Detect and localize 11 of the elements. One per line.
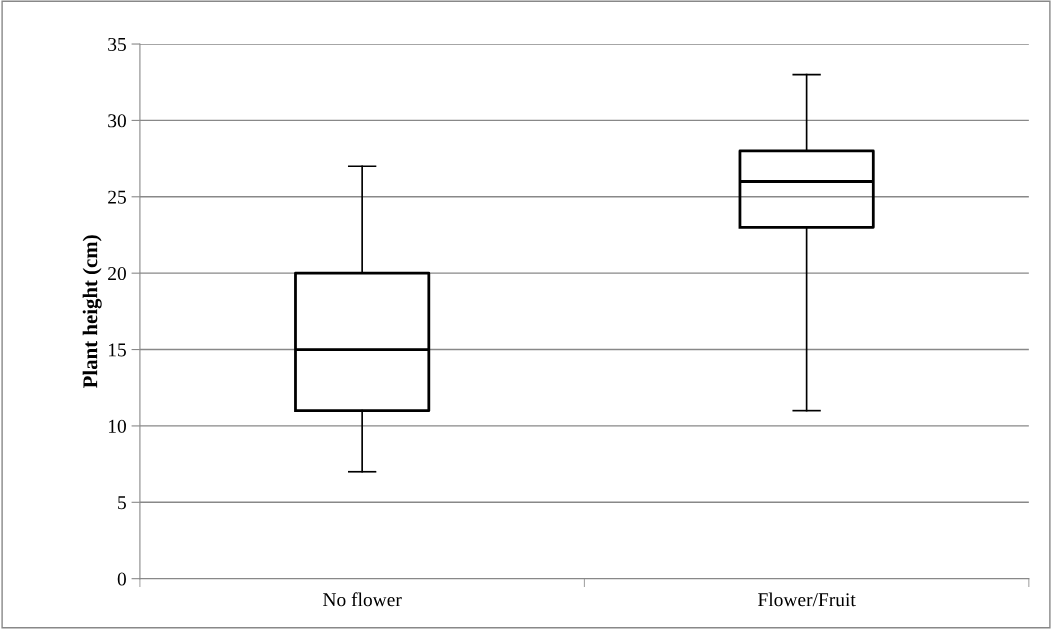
y-axis-title: Plant height (cm) xyxy=(82,235,102,388)
y-tick-label: 5 xyxy=(118,496,126,510)
x-tick-label: Flower/Fruit xyxy=(758,592,856,607)
y-tick-label: 20 xyxy=(108,266,126,281)
y-tick-label: 10 xyxy=(108,419,126,433)
y-tick-label: 15 xyxy=(108,343,126,357)
y-tick-label: 35 xyxy=(108,37,126,51)
y-tick-label: 25 xyxy=(108,190,126,204)
y-tick-label: 30 xyxy=(108,114,126,128)
y-tick-label: 0 xyxy=(117,572,126,586)
x-tick-label: No flower xyxy=(323,592,402,607)
